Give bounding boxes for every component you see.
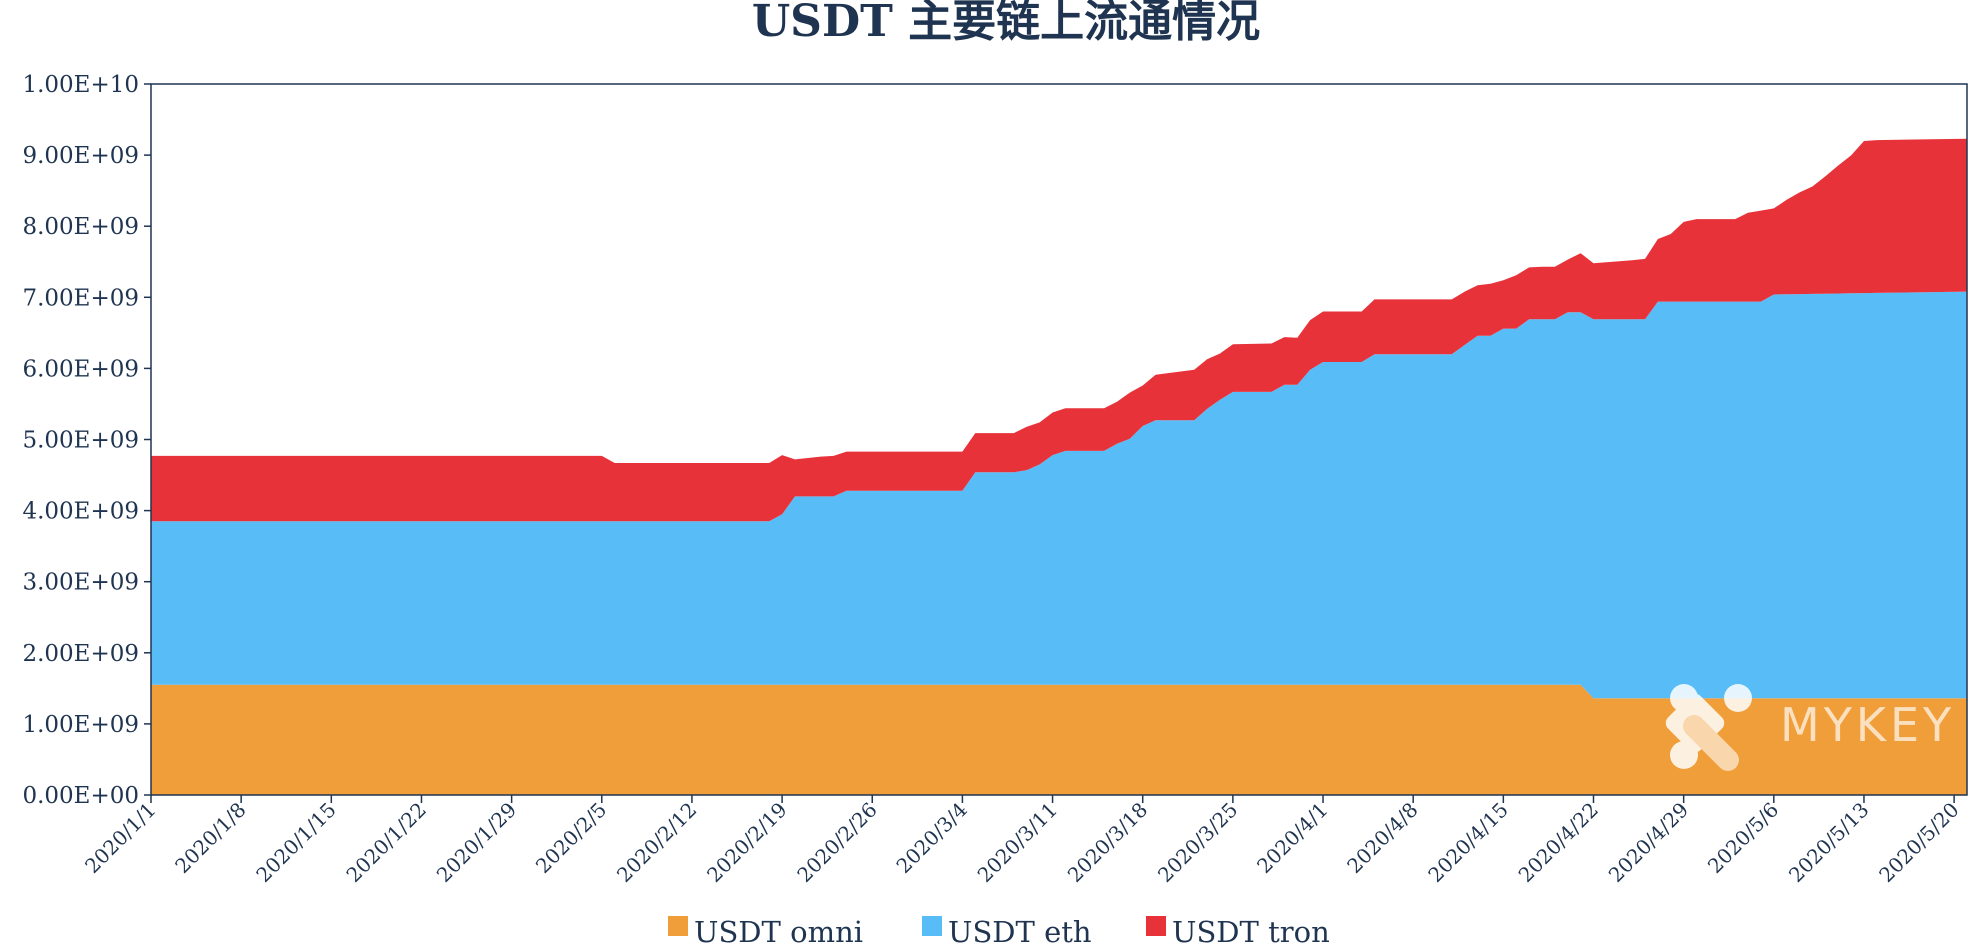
- x-tick-label: 2020/3/25: [1153, 798, 1242, 887]
- legend-label: USDT tron: [1172, 915, 1330, 944]
- y-tick-label: 0.00E+00: [22, 783, 139, 809]
- watermark-text: MYKEY: [1780, 698, 1955, 752]
- x-tick-label: 2020/5/6: [1703, 798, 1783, 878]
- x-tick-label: 2020/2/19: [702, 798, 791, 887]
- x-tick-label: 2020/4/8: [1342, 798, 1422, 878]
- y-tick-label: 6.00E+09: [22, 356, 139, 382]
- x-tick-label: 2020/4/29: [1604, 798, 1693, 887]
- x-tick-label: 2020/2/5: [531, 798, 611, 878]
- legend-label: USDT eth: [948, 915, 1092, 944]
- y-tick-label: 1.00E+10: [22, 72, 139, 98]
- y-tick-label: 5.00E+09: [22, 428, 139, 454]
- x-tick-label: 2020/1/15: [251, 798, 340, 887]
- y-tick-label: 4.00E+09: [22, 499, 139, 525]
- x-tick-label: 2020/3/4: [891, 798, 971, 878]
- legend-label: USDT omni: [694, 915, 863, 944]
- x-tick-label: 2020/2/26: [792, 798, 881, 887]
- x-tick-label: 2020/4/22: [1514, 798, 1603, 887]
- series-areas: [151, 138, 1967, 795]
- x-tick-label: 2020/5/13: [1784, 798, 1873, 887]
- x-tick-label: 2020/3/11: [973, 798, 1062, 887]
- x-tick-label: 2020/2/12: [612, 798, 701, 887]
- x-tick-label: 2020/1/8: [170, 798, 250, 878]
- series-area-usdt-tron: [151, 138, 1967, 522]
- legend-swatch: [922, 916, 942, 936]
- legend-swatch: [1146, 916, 1166, 936]
- mykey-logo-icon: [1665, 684, 1752, 771]
- series-area-usdt-omni: [151, 684, 1967, 795]
- x-axis: 2020/1/1 2020/1/8 2020/1/15 2020/1/22 2020/1…: [80, 795, 1964, 887]
- x-tick-label: 2020/1/22: [342, 798, 431, 887]
- x-tick-label: 2020/4/15: [1423, 798, 1512, 887]
- y-tick-label: 7.00E+09: [22, 285, 139, 311]
- y-axis: 0.00E+00 1.00E+09 2.00E+09 3.00E+09 4.00E+09…: [22, 72, 151, 809]
- mykey-watermark: MYKEY: [1665, 684, 1955, 771]
- y-tick-label: 9.00E+09: [22, 143, 139, 169]
- y-tick-label: 3.00E+09: [22, 570, 139, 596]
- y-tick-label: 2.00E+09: [22, 641, 139, 667]
- y-tick-label: 1.00E+09: [22, 712, 139, 738]
- x-tick-label: 2020/1/29: [432, 798, 521, 887]
- series-area-usdt-eth: [151, 291, 1967, 699]
- x-tick-label: 2020/3/18: [1063, 798, 1152, 887]
- chart-title: USDT 主要链上流通情况: [752, 0, 1260, 47]
- legend-swatch: [668, 916, 688, 936]
- x-tick-label: 2020/4/1: [1252, 798, 1332, 878]
- x-tick-label: 2020/5/20: [1874, 798, 1963, 887]
- x-tick-label: 2020/1/1: [80, 798, 160, 878]
- legend: USDT omni USDT eth USDT tron: [668, 915, 1330, 948]
- y-tick-label: 8.00E+09: [22, 214, 139, 240]
